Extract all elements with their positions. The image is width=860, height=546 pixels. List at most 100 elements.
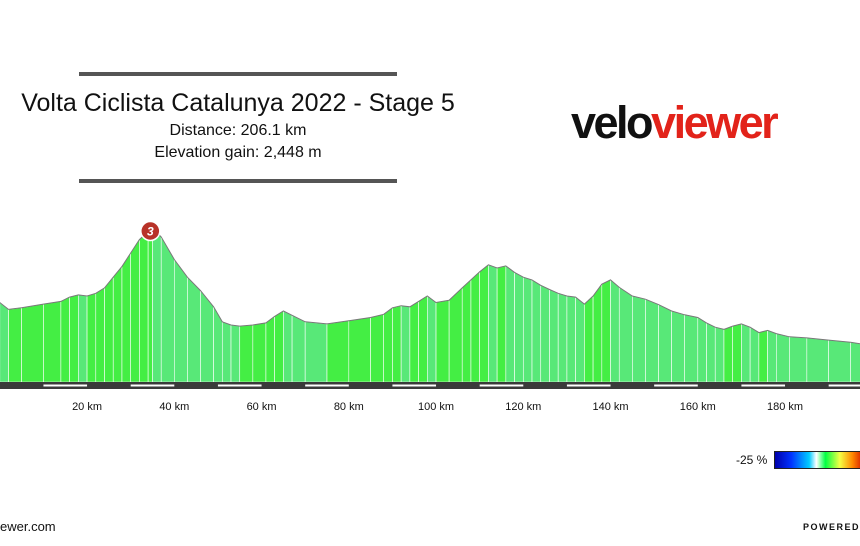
- profile-segment: [104, 276, 114, 383]
- profile-segment: [461, 279, 472, 383]
- profile-segment: [95, 287, 105, 383]
- profile-segment: [575, 296, 585, 383]
- profile-segment: [549, 289, 559, 383]
- profile-segment: [147, 227, 153, 383]
- profile-segment: [0, 302, 9, 383]
- axis-stripe: [566, 384, 611, 387]
- axis-stripe: [828, 384, 860, 387]
- profile-segment: [531, 279, 542, 383]
- profile-segment: [776, 333, 790, 383]
- profile-segment: [767, 329, 777, 383]
- profile-segment: [828, 339, 851, 383]
- profile-segment: [684, 314, 699, 383]
- logo-viewer: viewer: [651, 97, 779, 148]
- profile-segment: [632, 295, 646, 383]
- profile-segment: [645, 298, 659, 383]
- gradient-legend-bar: [774, 451, 860, 469]
- distance-label: Distance: 206.1 km: [169, 122, 307, 139]
- axis-stripe: [43, 384, 88, 387]
- tick-label: 120 km: [505, 401, 541, 413]
- profile-segment: [213, 305, 223, 383]
- profile-segment: [43, 301, 62, 383]
- profile-segment: [152, 227, 162, 383]
- profile-segment: [174, 258, 188, 383]
- axis-stripe: [392, 384, 437, 387]
- profile-segment: [283, 310, 293, 383]
- profile-segment: [348, 317, 371, 383]
- profile-segment: [221, 321, 232, 383]
- axis-stripe: [479, 384, 524, 387]
- footer-site-url: ewer.com: [0, 519, 56, 534]
- profile-segment: [732, 323, 742, 383]
- profile-segment: [69, 294, 79, 383]
- climb-marker-badge: [140, 220, 161, 242]
- profile-outline: [0, 227, 860, 345]
- profile-segment: [121, 251, 131, 383]
- profile-segment: [514, 271, 524, 383]
- profile-segment: [697, 316, 707, 383]
- profile-segment: [850, 341, 860, 383]
- profile-segment: [557, 292, 568, 383]
- title-rule-bottom: [79, 179, 397, 183]
- profile-segment: [370, 313, 384, 383]
- profile-segment: [540, 284, 550, 383]
- profile-segment: [758, 330, 768, 383]
- profile-segment: [252, 322, 267, 383]
- profile-segment: [409, 300, 419, 383]
- profile-segment: [418, 295, 428, 383]
- profile-segment: [592, 283, 603, 383]
- stage-title: Volta Ciclista Catalunya 2022 - Stage 5: [21, 89, 455, 117]
- title-rule-top: [79, 72, 397, 76]
- profile-segment: [383, 307, 393, 383]
- profile-segment: [86, 292, 97, 383]
- tick-label: 140 km: [592, 401, 628, 413]
- tick-label: 100 km: [418, 401, 454, 413]
- profile-segment: [789, 336, 808, 383]
- profile-segment: [706, 322, 716, 383]
- profile-segment: [112, 265, 123, 383]
- profile-segment: [427, 295, 437, 383]
- profile-segment: [291, 314, 306, 383]
- profile-segment: [274, 310, 284, 383]
- profile-segment: [618, 286, 633, 383]
- axis-stripe: [217, 384, 262, 387]
- axis-stripe: [741, 384, 786, 387]
- profile-segment: [230, 324, 241, 383]
- profile-segment: [187, 276, 201, 383]
- tick-label: 20 km: [72, 401, 102, 413]
- profile-segment: [496, 265, 507, 383]
- profile-segment: [78, 294, 88, 383]
- climb-marker-label: 3: [147, 225, 154, 239]
- profile-segment: [435, 299, 450, 383]
- profile-segment: [671, 310, 685, 383]
- axis-stripe: [654, 384, 698, 387]
- elevation-gain-label: Elevation gain: 2,448 m: [154, 144, 322, 161]
- profile-segment: [584, 295, 594, 383]
- elevation-profile-chart: 20 km 40 km 60 km 80 km 100 km 120 km 140 km 16…: [0, 220, 860, 413]
- profile-segment: [160, 235, 175, 383]
- logo-velo: velo: [571, 97, 654, 148]
- profile-segment: [60, 296, 70, 383]
- profile-segment: [749, 326, 760, 383]
- profile-segment: [601, 279, 611, 383]
- profile-segment: [392, 305, 402, 383]
- tick-label: 60 km: [247, 401, 277, 413]
- tick-label: 80 km: [334, 401, 364, 413]
- profile-segment: [566, 295, 576, 383]
- profile-segment: [488, 264, 498, 383]
- axis-stripe: [305, 384, 349, 387]
- profile-segment: [658, 304, 672, 383]
- profile-segment: [448, 287, 463, 383]
- tick-label: 180 km: [767, 401, 803, 413]
- profile-segment: [239, 324, 254, 383]
- profile-segment: [505, 265, 515, 383]
- profile-segment: [610, 279, 620, 383]
- axis-stripe: [130, 384, 175, 387]
- tick-label: 40 km: [159, 401, 189, 413]
- profile-segment: [326, 320, 350, 383]
- tick-labels: 20 km 40 km 60 km 80 km 100 km 120 km 140 km 16…: [72, 401, 803, 413]
- profile-segment: [139, 230, 149, 383]
- profile-segment: [130, 238, 140, 383]
- profile-segment: [806, 337, 829, 383]
- profile-segment: [304, 321, 328, 383]
